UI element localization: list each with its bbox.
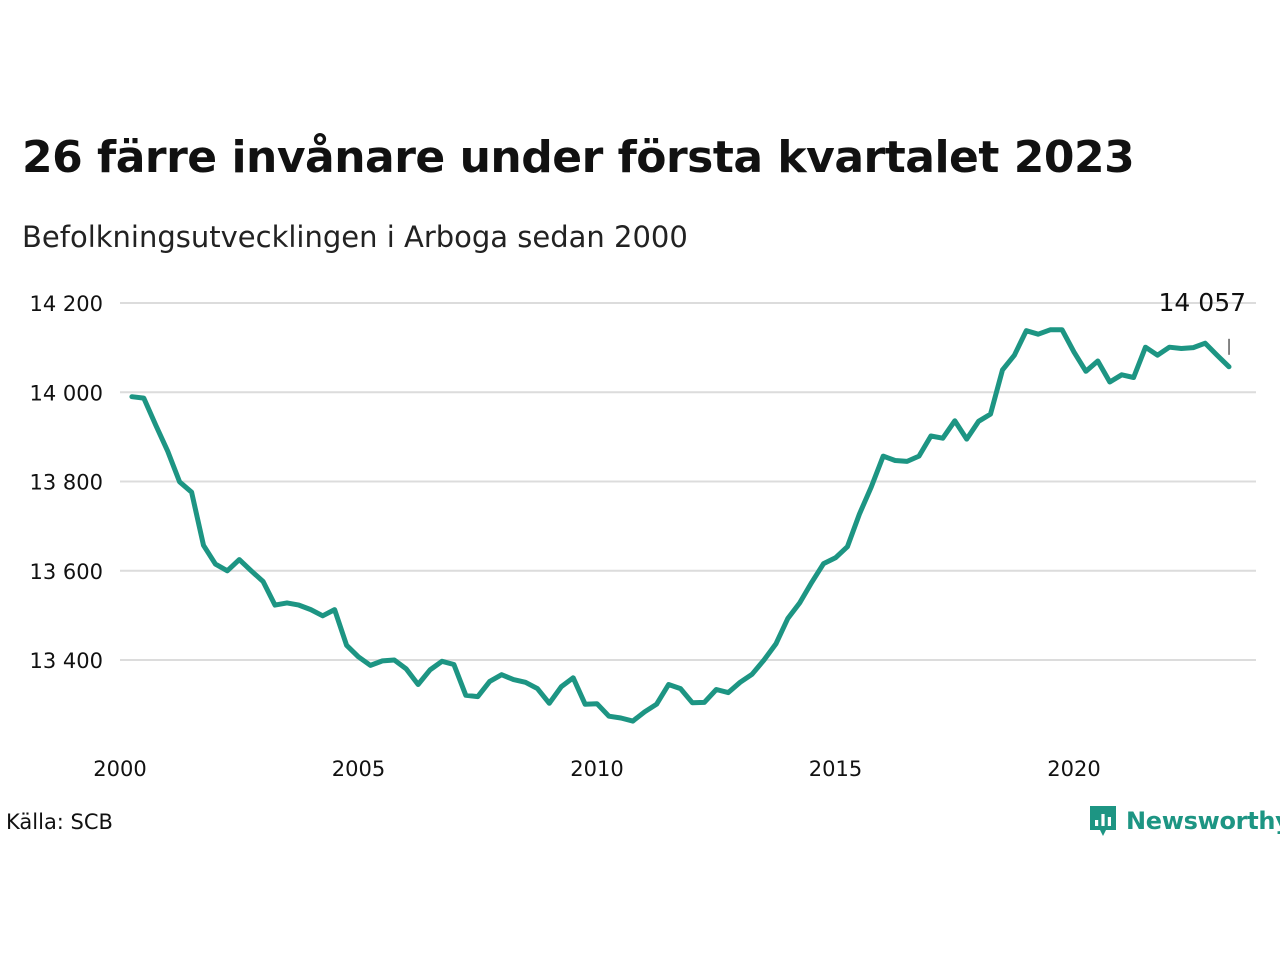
y-tick-label: 13 600 [30, 560, 103, 584]
x-axis: 2000 2005 2010 2015 2020 [93, 757, 1100, 781]
annotation-label: 14 057 [1159, 288, 1246, 317]
newsworthy-logo-icon [1090, 806, 1116, 836]
brand-logo: Newsworthy [1088, 804, 1280, 838]
x-tick-label: 2005 [332, 757, 385, 781]
grid-lines [120, 302, 1256, 661]
y-tick-label: 14 200 [30, 292, 103, 316]
y-tick-label: 14 000 [30, 381, 103, 405]
brand-name: Newsworthy [1126, 807, 1280, 835]
y-tick-label: 13 400 [30, 649, 103, 673]
source-note: Källa: SCB [6, 810, 113, 834]
population-line [129, 327, 1232, 724]
y-tick-label: 13 800 [30, 471, 103, 495]
chart-title: 26 färre invånare under första kvartalet… [22, 132, 1135, 183]
x-tick-label: 2020 [1047, 757, 1100, 781]
x-tick-label: 2000 [93, 757, 146, 781]
chart-subtitle: Befolkningsutvecklingen i Arboga sedan 2… [22, 220, 688, 254]
x-tick-label: 2010 [570, 757, 623, 781]
x-tick-label: 2015 [809, 757, 862, 781]
y-axis: 13 400 13 600 13 800 14 000 14 200 [30, 292, 103, 673]
